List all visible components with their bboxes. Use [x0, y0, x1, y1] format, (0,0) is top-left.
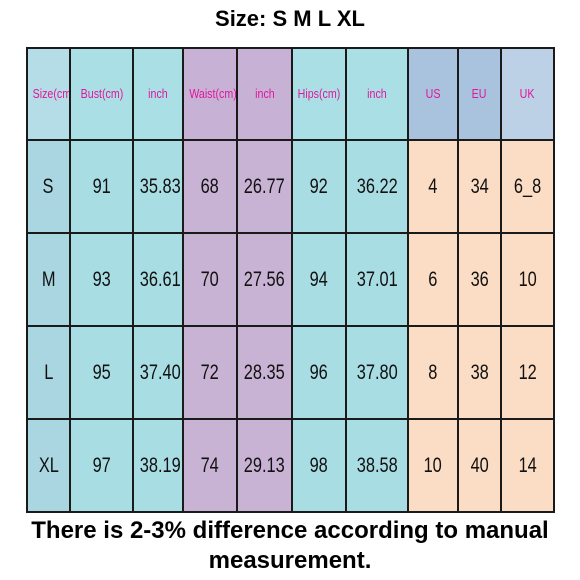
- cell-waist: 70: [182, 232, 238, 327]
- cell-uk: 6_8: [500, 139, 555, 234]
- header-us: US: [407, 47, 459, 141]
- cell-hips-inch: 37.01: [345, 232, 409, 327]
- cell-waist-inch: 29.13: [236, 418, 293, 513]
- cell-uk: 12: [500, 325, 555, 420]
- cell-bust: 91: [69, 139, 134, 234]
- table-row: XL 97 38.19 74 29.13 98 38.58 10 40 14: [26, 418, 555, 513]
- cell-hips: 92: [291, 139, 347, 234]
- cell-eu: 36: [457, 232, 502, 327]
- cell-eu: 34: [457, 139, 502, 234]
- cell-size: L: [26, 325, 71, 420]
- header-uk: UK: [500, 47, 555, 141]
- cell-us: 10: [407, 418, 459, 513]
- measurement-note: There is 2-3% difference according to ma…: [31, 517, 549, 574]
- header-waist-inch: inch: [236, 47, 293, 141]
- cell-waist: 74: [182, 418, 238, 513]
- cell-waist-inch: 28.35: [236, 325, 293, 420]
- cell-bust-inch: 37.40: [132, 325, 184, 420]
- cell-bust: 95: [69, 325, 134, 420]
- cell-hips: 98: [291, 418, 347, 513]
- header-bust-inch: inch: [132, 47, 184, 141]
- cell-size: XL: [26, 418, 71, 513]
- cell-hips: 96: [291, 325, 347, 420]
- cell-hips-inch: 36.22: [345, 139, 409, 234]
- cell-size: S: [26, 139, 71, 234]
- header-hips: Hips(cm): [291, 47, 347, 141]
- header-row: Size(cm) Bust(cm) inch Waist(cm) inch Hi…: [26, 47, 555, 141]
- cell-hips-inch: 37.80: [345, 325, 409, 420]
- cell-waist-inch: 27.56: [236, 232, 293, 327]
- cell-uk: 14: [500, 418, 555, 513]
- size-chart-table-container: Size(cm) Bust(cm) inch Waist(cm) inch Hi…: [26, 47, 555, 513]
- cell-uk: 10: [500, 232, 555, 327]
- table-row: L 95 37.40 72 28.35 96 37.80 8 38 12: [26, 325, 555, 420]
- header-eu: EU: [457, 47, 502, 141]
- cell-hips-inch: 38.58: [345, 418, 409, 513]
- cell-eu: 40: [457, 418, 502, 513]
- cell-bust-inch: 36.61: [132, 232, 184, 327]
- cell-waist: 68: [182, 139, 238, 234]
- cell-us: 8: [407, 325, 459, 420]
- header-hips-inch: inch: [345, 47, 409, 141]
- cell-bust: 97: [69, 418, 134, 513]
- cell-us: 4: [407, 139, 459, 234]
- table-row: S 91 35.83 68 26.77 92 36.22 4 34 6_8: [26, 139, 555, 234]
- chart-title: Size: S M L XL: [215, 6, 365, 31]
- cell-size: M: [26, 232, 71, 327]
- header-bust: Bust(cm): [69, 47, 134, 141]
- cell-bust-inch: 35.83: [132, 139, 184, 234]
- table-row: M 93 36.61 70 27.56 94 37.01 6 36 10: [26, 232, 555, 327]
- header-waist: Waist(cm): [182, 47, 238, 141]
- cell-us: 6: [407, 232, 459, 327]
- cell-waist-inch: 26.77: [236, 139, 293, 234]
- cell-eu: 38: [457, 325, 502, 420]
- cell-bust: 93: [69, 232, 134, 327]
- cell-waist: 72: [182, 325, 238, 420]
- cell-bust-inch: 38.19: [132, 418, 184, 513]
- cell-hips: 94: [291, 232, 347, 327]
- size-chart-table: Size(cm) Bust(cm) inch Waist(cm) inch Hi…: [26, 47, 555, 513]
- header-size: Size(cm): [26, 47, 71, 141]
